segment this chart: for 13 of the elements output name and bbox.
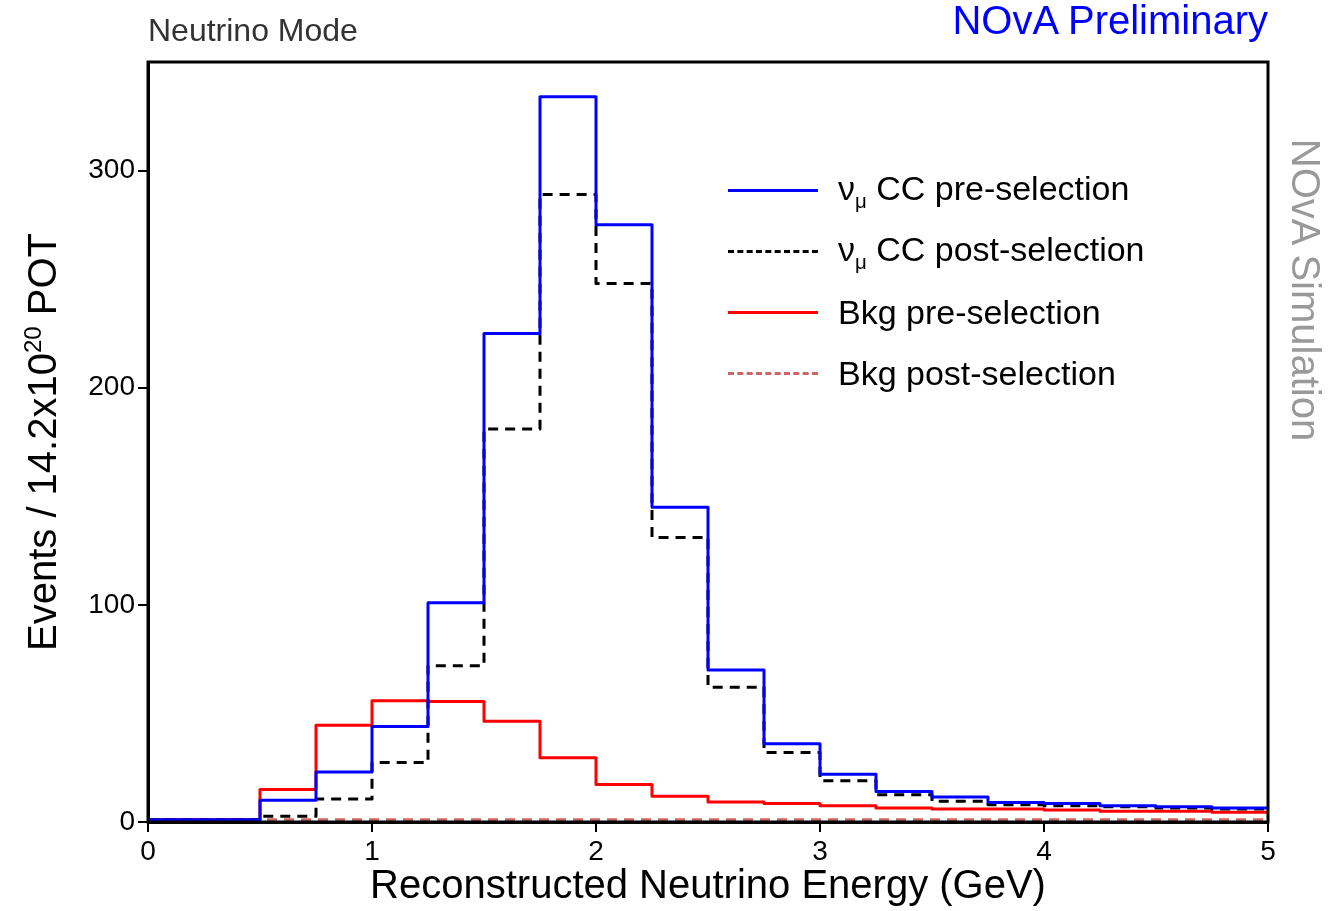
y-tick-label: 100: [88, 587, 135, 619]
y-tick-label: 300: [88, 153, 135, 185]
x-tick-label: 5: [1260, 834, 1276, 866]
y-tick-label: 200: [88, 370, 135, 402]
legend-label: Bkg pre-selection: [838, 293, 1101, 332]
text: NOvA Simulation: [1282, 138, 1328, 442]
x-tick-label: 0: [140, 834, 156, 866]
legend-label: ν$_{μ}$ CC post-selection: [838, 229, 1145, 274]
legend-label: ν$_{μ}$ CC pre-selection: [838, 168, 1130, 213]
y-tick-label: 0: [119, 804, 135, 836]
chart-subtitle: Neutrino Mode: [148, 12, 358, 49]
legend-label: Bkg post-selection: [838, 354, 1116, 393]
chart-title: NOvA Preliminary: [952, 0, 1268, 42]
